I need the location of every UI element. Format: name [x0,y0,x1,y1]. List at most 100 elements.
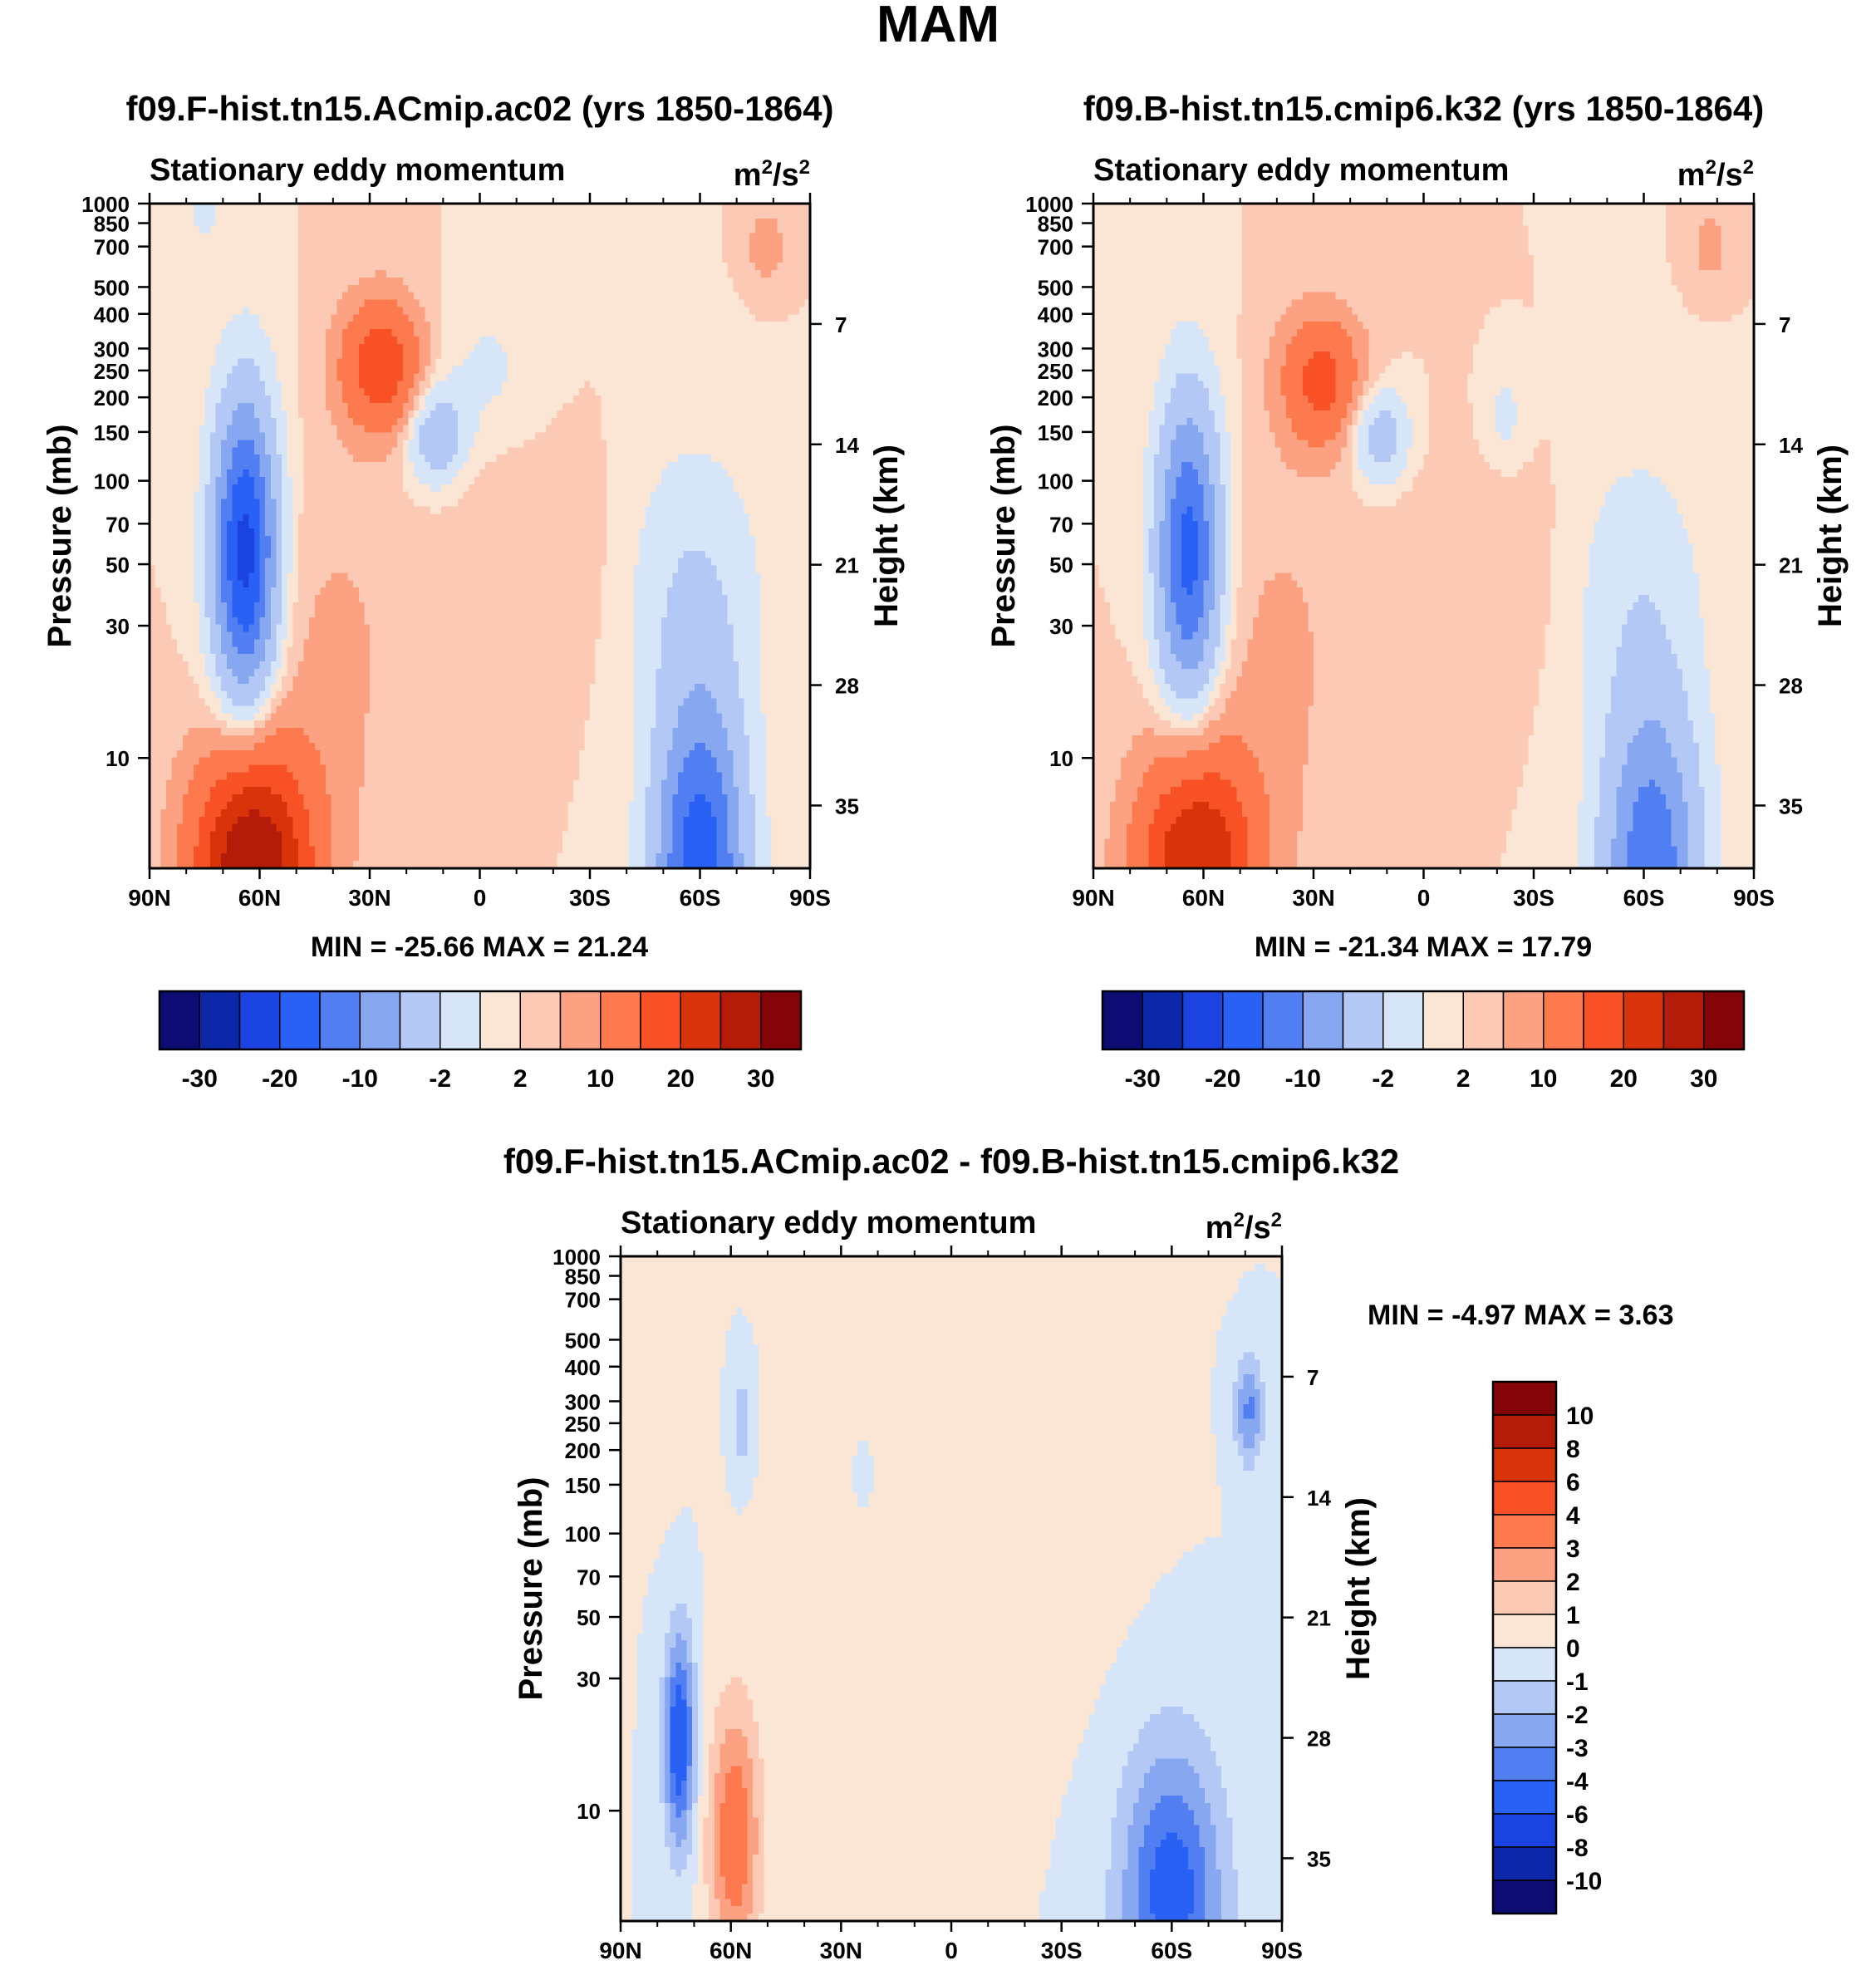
heatmap-cell [331,240,337,248]
heatmap-cell [160,263,166,270]
heatmap-cell [584,278,590,285]
heatmap-cell [376,226,381,233]
heatmap-cell [640,255,646,263]
heatmap-cell [309,285,315,292]
heatmap-cell [376,211,381,219]
heatmap-cell [540,233,546,241]
heatmap-cell [403,285,409,292]
heatmap-cell [238,211,243,219]
heatmap-cell [728,270,734,278]
heatmap-cell [403,263,409,270]
heatmap-cell [177,219,183,226]
heatmap-cell [645,255,651,263]
heatmap-cell [359,248,365,255]
heatmap-cell [634,219,640,226]
heatmap-cell [282,219,287,226]
heatmap-cell [160,240,166,248]
heatmap-cell [452,240,458,248]
heatmap-cell [188,248,194,255]
heatmap-cell [376,278,381,285]
heatmap-cell [188,233,194,241]
heatmap-cell [315,278,321,285]
heatmap-cell [744,240,750,248]
heatmap-cell [579,219,585,226]
heatmap-cell [772,248,778,255]
heatmap-cell [607,219,612,226]
heatmap-cell [221,263,227,270]
heatmap-cell [292,211,298,219]
heatmap-cell [623,248,629,255]
heatmap-cell [320,226,326,233]
heatmap-cell [513,285,518,292]
heatmap-cell [309,211,315,219]
heatmap-cell [452,255,458,263]
heatmap-cell [326,278,331,285]
heatmap-cell [645,211,651,219]
heatmap-cell [243,240,249,248]
heatmap-cell [485,226,491,233]
heatmap-cell [612,233,618,241]
heatmap-cell [238,233,243,241]
heatmap-cell [447,233,453,241]
heatmap-cell [155,211,161,219]
heatmap-cell [508,219,513,226]
heatmap-cell [496,219,502,226]
heatmap-cell [353,278,359,285]
heatmap-cell [376,270,381,278]
heatmap-cell [684,263,690,270]
heatmap-cell [733,263,739,270]
heatmap-cell [425,219,430,226]
heatmap-cell [568,219,574,226]
heatmap-cell [204,263,210,270]
heatmap-cell [672,219,678,226]
heatmap-cell [793,211,799,219]
heatmap-cell [342,226,348,233]
heatmap-cell [502,219,508,226]
heatmap-cell [194,263,199,270]
heatmap-cell [397,211,403,219]
heatmap-cell [359,278,365,285]
heatmap-cell [480,278,486,285]
heatmap-cell [204,270,210,278]
heatmap-cell [227,263,233,270]
heatmap-cell [700,255,706,263]
heatmap-cell [777,226,783,233]
heatmap-cell [552,226,557,233]
heatmap-cell [799,240,805,248]
heatmap-cell [425,211,430,219]
heatmap-cell [232,270,238,278]
heatmap-cell [634,285,640,292]
heatmap-cell [579,226,585,233]
heatmap-cell [342,263,348,270]
heatmap-cell [254,233,260,241]
heatmap-cell [353,211,359,219]
heatmap-cell [348,233,354,241]
heatmap-cell [772,233,778,241]
heatmap-cell [265,263,271,270]
heatmap-cell [568,240,574,248]
heatmap-cell [661,226,667,233]
heatmap-cell [485,219,491,226]
heatmap-cell [221,226,227,233]
heatmap-cell [529,226,535,233]
heatmap-cell [287,255,293,263]
heatmap-cell [628,219,634,226]
heatmap-cell [524,270,530,278]
heatmap-cell [645,226,651,233]
heatmap-cell [326,270,331,278]
heatmap-cell [452,226,458,233]
heatmap-cell [469,233,474,241]
heatmap-cell [271,270,277,278]
figure-canvas: MAM 90N 60N 30N 0 30S 60S 90S10305070100150200… [0,0,1876,1981]
heatmap-cell [535,263,541,270]
heatmap-cell [590,248,596,255]
heatmap-cell [607,233,612,241]
heatmap-cell [441,285,447,292]
heatmap-cell [645,278,651,285]
heatmap-cell [287,278,293,285]
heatmap-cell [260,248,266,255]
heatmap-cell [562,255,568,263]
heatmap-cell [645,219,651,226]
heatmap-cell [183,226,189,233]
heatmap-cell [552,240,557,248]
